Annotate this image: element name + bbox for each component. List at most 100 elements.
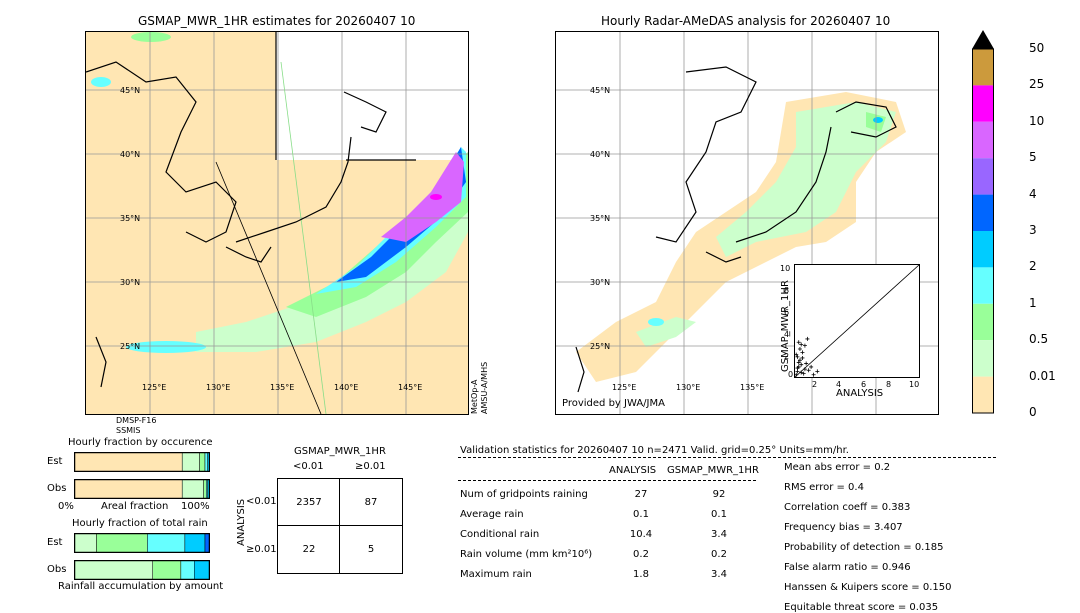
- occurrence-axis-mid: Areal fraction: [101, 501, 169, 512]
- validation-score: Hanssen & Kuipers score = 0.150: [784, 582, 952, 593]
- scatter-point: [811, 372, 816, 377]
- contingency-row-ge: ≥0.01: [246, 544, 277, 555]
- scatter-point: [795, 369, 800, 374]
- right-lat-45: 45°N: [590, 86, 611, 95]
- right-map: 45°N 40°N 35°N 30°N 25°N 125°E 130°E 135…: [555, 31, 939, 415]
- validation-analysis: 1.8: [633, 569, 649, 580]
- fraction-segment: [75, 561, 153, 579]
- rain-fraction-title: Hourly fraction of total rain: [72, 518, 208, 529]
- colorbar-swatch: [972, 121, 994, 159]
- validation-analysis: 10.4: [629, 529, 653, 540]
- validation-score: RMS error = 0.4: [784, 482, 864, 493]
- scatter-point: [800, 350, 805, 355]
- fraction-segment: [194, 561, 209, 579]
- right-lat-30: 30°N: [590, 278, 611, 287]
- validation-col-gsmap: GSMAP_MWR_1HR: [667, 465, 759, 476]
- validation-label: Maximum rain: [460, 569, 532, 580]
- colorbar-label: 1: [1029, 295, 1037, 310]
- colorbar-swatch: [972, 376, 994, 413]
- rain-fraction-obs-label: Obs: [47, 564, 67, 575]
- scatter-ytick-4: 4: [784, 330, 790, 339]
- contingency-title: GSMAP_MWR_1HR: [294, 446, 386, 457]
- validation-header: Validation statistics for 20260407 10 n=…: [460, 445, 849, 456]
- scatter-point: [802, 367, 807, 372]
- occurrence-est-bar: [74, 452, 210, 472]
- scatter-point: [799, 370, 804, 375]
- fraction-segment: [75, 534, 97, 552]
- scatter-ytick-10: 10: [780, 264, 791, 273]
- scatter-point: [802, 343, 807, 348]
- colorbar-swatch: [972, 158, 994, 195]
- right-lon-125: 125°E: [612, 383, 637, 392]
- left-sensor-right-1: MetOp-A: [470, 379, 479, 414]
- scatter-point: [796, 360, 801, 365]
- scatter-xtick-0: 0: [788, 370, 794, 379]
- left-lat-35: 35°N: [120, 214, 141, 223]
- left-lat-30: 30°N: [120, 278, 141, 287]
- left-sensor-right-2: AMSU-A/MHS: [480, 361, 489, 414]
- right-lon-135: 135°E: [740, 383, 765, 392]
- colorbar-swatch: [972, 231, 994, 268]
- colorbar-label: 0.5: [1029, 332, 1049, 347]
- left-sensor-bottom-1: DMSP-F16: [116, 416, 157, 425]
- contingency-col-lt: <0.01: [293, 461, 324, 472]
- colorbar-swatch: [972, 340, 994, 377]
- validation-analysis: 0.2: [633, 549, 649, 560]
- scatter-point: [795, 352, 799, 357]
- validation-gsmap: 0.1: [711, 509, 727, 520]
- scatter-point: [797, 358, 802, 363]
- scatter-point: [804, 361, 809, 366]
- fraction-segment: [204, 534, 209, 552]
- colorbar-label: 25: [1029, 77, 1045, 92]
- colorbar-label: 2: [1029, 259, 1037, 274]
- validation-score: Equitable threat score = 0.035: [784, 602, 939, 613]
- colorbar-label: 0.01: [1029, 368, 1056, 383]
- validation-gsmap: 0.2: [711, 549, 727, 560]
- colorbar-swatch: [972, 49, 994, 86]
- scatter-point: [809, 364, 814, 369]
- occurrence-axis-right: 100%: [181, 501, 210, 512]
- occurrence-est-label: Est: [47, 456, 63, 467]
- scatter-ytick-6: 6: [784, 308, 790, 317]
- validation-gsmap: 92: [712, 489, 726, 500]
- validation-score: Mean abs error = 0.2: [784, 462, 891, 473]
- scatter-ytick-2: 2: [784, 352, 790, 361]
- contingency-cell-c: 22: [302, 544, 316, 555]
- scatter-point: [795, 354, 800, 359]
- contingency-col-ge: ≥0.01: [355, 461, 386, 472]
- fraction-segment: [207, 453, 209, 471]
- validation-score: Correlation coeff = 0.383: [784, 502, 911, 513]
- rain-fraction-est-label: Est: [47, 537, 63, 548]
- fraction-segment: [199, 453, 206, 471]
- right-lat-40: 40°N: [590, 150, 611, 159]
- fraction-segment: [203, 480, 207, 498]
- scatter-xlabel: ANALYSIS: [836, 388, 884, 399]
- colorbar-swatch: [972, 85, 994, 122]
- contingency-row-lt: <0.01: [246, 496, 277, 507]
- left-lon-135: 135°E: [270, 383, 295, 392]
- fraction-segment: [184, 534, 206, 552]
- colorbar-label: 50: [1029, 41, 1045, 55]
- occurrence-obs-bar: [74, 479, 210, 499]
- left-map: 45°N 40°N 35°N 30°N 25°N 125°E 130°E 135…: [85, 31, 469, 415]
- validation-label: Num of gridpoints raining: [460, 489, 588, 500]
- fraction-segment: [207, 480, 209, 498]
- rain-fraction-axis-mid: Rainfall accumulation by amount: [58, 581, 224, 592]
- colorbar-label: 0: [1029, 405, 1037, 419]
- scatter-ytick-8: 8: [784, 286, 790, 295]
- colorbar-swatch: [972, 194, 994, 231]
- scatter-xtick-4: 4: [836, 380, 842, 389]
- scatter-point: [795, 372, 799, 377]
- validation-analysis: 27: [634, 489, 648, 500]
- scatter-point: [800, 355, 805, 360]
- occurrence-axis-left: 0%: [58, 501, 74, 512]
- rain-fraction-obs-bar: [74, 560, 210, 580]
- contingency-cell-d: 5: [367, 544, 375, 555]
- left-lat-45: 45°N: [120, 86, 141, 95]
- left-lon-140: 140°E: [334, 383, 359, 392]
- left-lon-125: 125°E: [142, 383, 167, 392]
- validation-divider-mid: [458, 480, 756, 481]
- validation-divider-top: [458, 457, 996, 458]
- scatter-point: [796, 340, 801, 345]
- scatter-point: [815, 369, 820, 374]
